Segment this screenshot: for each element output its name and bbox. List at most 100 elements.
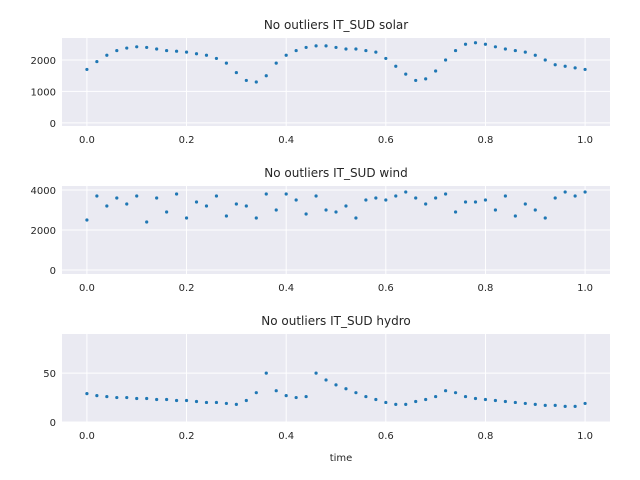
solar-data-point xyxy=(364,48,368,53)
solar-data-point xyxy=(145,45,149,50)
wind-data-point xyxy=(95,194,99,198)
solar-data-point xyxy=(404,72,408,76)
wind-data-point xyxy=(125,202,129,206)
solar-data-point xyxy=(513,48,517,53)
wind-data-point xyxy=(324,208,328,212)
wind-data-point xyxy=(414,196,418,200)
solar-data-point xyxy=(523,50,527,54)
wind-data-point xyxy=(493,208,498,212)
hydro-x-tick-label: 0.0 xyxy=(79,431,95,442)
solar-x-tick-label: 0.6 xyxy=(378,135,394,146)
hydro-chart-title: No outliers IT_SUD hydro xyxy=(261,314,411,328)
solar-data-point xyxy=(394,64,398,68)
solar-data-point xyxy=(194,52,199,56)
solar-data-point xyxy=(583,67,587,72)
wind-data-point xyxy=(473,200,478,204)
wind-data-point xyxy=(304,212,308,216)
hydro-data-point xyxy=(214,400,219,405)
wind-data-point xyxy=(573,194,577,198)
hydro-data-point xyxy=(364,394,368,399)
solar-plot-area xyxy=(62,38,610,126)
solar-data-point xyxy=(483,42,488,46)
hydro-data-point xyxy=(334,383,338,387)
wind-data-point xyxy=(354,216,358,220)
wind-data-point xyxy=(553,196,557,200)
solar-data-point xyxy=(244,78,248,83)
hydro-data-point xyxy=(125,395,129,400)
hydro-data-point xyxy=(424,397,428,402)
hydro-data-point xyxy=(224,401,228,406)
hydro-plot-area xyxy=(62,334,610,422)
solar-x-tick-label: 1.0 xyxy=(577,135,593,146)
wind-data-point xyxy=(523,202,527,206)
wind-data-point xyxy=(165,210,169,214)
solar-data-point xyxy=(344,47,348,51)
hydro-data-point xyxy=(473,396,478,401)
solar-data-point xyxy=(165,48,169,53)
wind-data-point xyxy=(204,204,209,208)
wind-data-point xyxy=(563,190,567,194)
hydro-data-point xyxy=(384,400,388,405)
hydro-data-point xyxy=(533,402,537,406)
hydro-data-point xyxy=(414,399,418,404)
hydro-data-point xyxy=(204,400,209,405)
solar-data-point xyxy=(184,50,189,54)
hydro-data-point xyxy=(553,403,557,407)
solar-x-tick-label: 0.2 xyxy=(179,135,195,146)
solar-data-point xyxy=(155,47,159,51)
solar-data-point xyxy=(224,61,228,65)
wind-data-point xyxy=(583,190,587,194)
solar-data-point xyxy=(95,59,99,64)
hydro-data-point xyxy=(95,394,99,398)
wind-x-tick-label: 0.2 xyxy=(179,283,195,294)
hydro-data-point xyxy=(434,394,438,399)
wind-data-point xyxy=(483,198,488,202)
hydro-data-point xyxy=(314,371,318,375)
solar-data-point xyxy=(384,56,388,61)
solar-data-point xyxy=(125,46,129,50)
wind-data-point xyxy=(374,196,378,200)
hydro-data-point xyxy=(115,395,119,400)
wind-data-point xyxy=(453,210,458,214)
solar-data-point xyxy=(214,56,219,61)
wind-subplot: 0.0 0.2 0.4 0.6 0.8 1.0 0 2000 4000 No outliers I… xyxy=(31,166,610,294)
solar-data-point xyxy=(553,63,557,67)
solar-data-point xyxy=(533,53,537,57)
hydro-data-point xyxy=(344,387,348,391)
hydro-data-point xyxy=(165,397,169,402)
wind-data-point xyxy=(543,216,547,220)
solar-x-tick-label: 0.4 xyxy=(278,135,294,146)
solar-y-tick-label: 2000 xyxy=(31,56,56,67)
wind-data-point xyxy=(394,194,398,198)
wind-data-point xyxy=(145,220,149,224)
wind-data-point xyxy=(384,198,388,202)
hydro-data-point xyxy=(394,402,398,406)
hydro-x-tick-label: 0.4 xyxy=(278,431,294,442)
wind-data-point xyxy=(463,200,468,204)
wind-data-point xyxy=(85,218,89,222)
hydro-data-point xyxy=(354,391,358,395)
hydro-data-point xyxy=(453,391,458,395)
hydro-data-point xyxy=(184,398,189,403)
wind-data-point xyxy=(314,194,318,198)
wind-data-point xyxy=(115,196,119,200)
hydro-data-point xyxy=(294,395,298,400)
solar-data-point xyxy=(473,41,478,45)
wind-x-tick-label: 0.4 xyxy=(278,283,294,294)
wind-data-point xyxy=(135,194,139,198)
wind-data-point xyxy=(344,204,348,208)
solar-data-point xyxy=(274,61,278,65)
solar-data-point xyxy=(374,50,378,54)
hydro-data-point xyxy=(85,392,89,396)
hydro-data-point xyxy=(105,394,109,399)
wind-data-point xyxy=(244,204,248,208)
solar-data-point xyxy=(115,48,119,53)
hydro-y-tick-label: 50 xyxy=(43,369,56,380)
solar-data-point xyxy=(543,58,547,62)
hydro-data-point xyxy=(135,396,139,401)
solar-data-point xyxy=(434,69,438,73)
wind-x-tick-label: 0.0 xyxy=(79,283,95,294)
wind-y-tick-label: 4000 xyxy=(31,186,56,197)
hydro-data-point xyxy=(563,404,567,408)
wind-data-point xyxy=(194,200,199,204)
